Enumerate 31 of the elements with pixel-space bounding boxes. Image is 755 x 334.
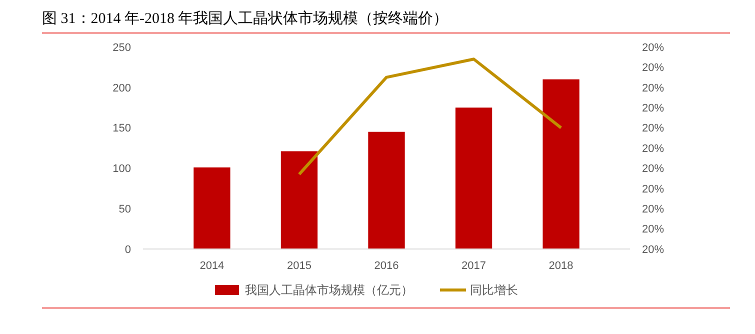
- line-series: [298, 58, 563, 176]
- y2-tick-label: 20%: [642, 102, 664, 114]
- y-tick-label: 0: [124, 244, 131, 256]
- y2-tick-label: 20%: [642, 42, 664, 54]
- y2-tick-label: 20%: [642, 122, 664, 135]
- y-tick-label: 150: [112, 122, 131, 135]
- bar: [455, 108, 492, 249]
- x-tick-label: 2018: [548, 260, 574, 272]
- bar: [368, 132, 405, 249]
- y2-tick-label: 20%: [642, 183, 664, 196]
- bar: [194, 167, 230, 249]
- y-tick-label: 200: [112, 82, 131, 94]
- y2-tick-label: 20%: [642, 244, 664, 256]
- y-tick-label: 50: [118, 203, 131, 216]
- x-tick-label: 2017: [462, 260, 486, 272]
- y2-tick-label: 20%: [642, 142, 664, 155]
- y-tick-label: 250: [112, 42, 131, 54]
- legend-label: 同比增长: [470, 283, 518, 298]
- y2-tick-label: 20%: [642, 203, 664, 216]
- x-tick-label: 2014: [200, 260, 224, 272]
- y2-tick-label: 20%: [642, 224, 664, 236]
- bar: [542, 79, 580, 249]
- y-tick-label: 100: [112, 163, 131, 176]
- x-tick-label: 2015: [286, 260, 312, 272]
- legend-label: 我国人工晶体市场规模（亿元）: [245, 283, 413, 298]
- chart-title: 图 31：2014 年-2018 年我国人工晶状体市场规模（按终端价）: [42, 10, 448, 27]
- x-tick-label: 2016: [374, 260, 399, 272]
- y2-tick-label: 20%: [642, 62, 664, 74]
- bar: [280, 151, 318, 249]
- y2-tick-label: 20%: [642, 163, 664, 176]
- y2-tick-label: 20%: [642, 82, 664, 94]
